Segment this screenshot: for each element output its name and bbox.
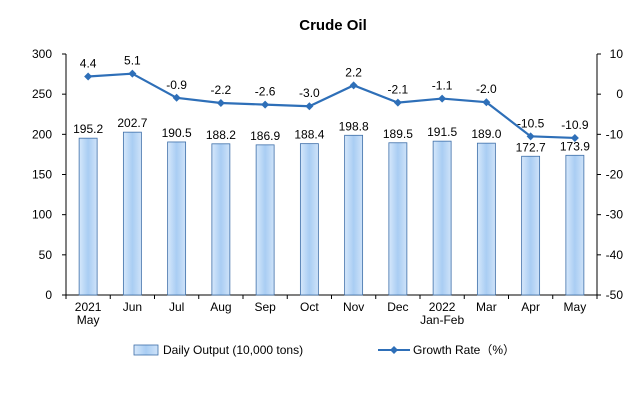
right-tick-label: -20 bbox=[606, 168, 624, 182]
line-value-label: -2.6 bbox=[255, 85, 276, 99]
bar bbox=[255, 144, 275, 296]
x-tick-label: Aug bbox=[210, 300, 231, 314]
right-tick-label: -10 bbox=[606, 127, 624, 141]
bar-value-label: 189.5 bbox=[383, 127, 413, 141]
x-tick-label: May bbox=[77, 313, 100, 327]
right-tick-label: 0 bbox=[616, 87, 623, 101]
bar-value-label: 186.9 bbox=[250, 129, 280, 143]
x-tick-label: Sep bbox=[254, 300, 276, 314]
line-value-label: 5.1 bbox=[124, 54, 141, 68]
line-point-marker bbox=[349, 81, 358, 90]
growth-rate-line bbox=[88, 72, 575, 140]
x-tick-label: 2021 bbox=[75, 300, 102, 314]
line-point-marker bbox=[570, 133, 579, 142]
x-tick-label: Jul bbox=[169, 300, 184, 314]
bar bbox=[565, 154, 585, 296]
x-tick-label: 2022 bbox=[429, 300, 456, 314]
line-value-label: -2.1 bbox=[388, 83, 409, 97]
left-tick-label: 200 bbox=[32, 127, 52, 141]
x-tick-label: Apr bbox=[521, 300, 540, 314]
x-tick-label: Jun bbox=[123, 300, 142, 314]
right-tick-label: -50 bbox=[606, 288, 624, 302]
bar bbox=[78, 137, 98, 296]
line-point-marker bbox=[305, 102, 314, 111]
bar-value-label: 191.5 bbox=[427, 125, 457, 139]
line-point-marker bbox=[393, 98, 402, 107]
left-tick-label: 250 bbox=[32, 87, 52, 101]
line-point-marker bbox=[128, 69, 137, 78]
chart-title: Crude Oil bbox=[299, 17, 367, 34]
line-point-marker bbox=[172, 93, 181, 102]
bar-value-label: 188.4 bbox=[294, 128, 324, 142]
legend: Daily Output (10,000 tons) Growth Rate（%） bbox=[133, 343, 515, 357]
bar bbox=[432, 140, 452, 296]
line-value-label: -0.9 bbox=[166, 78, 187, 92]
bar-value-label: 172.7 bbox=[516, 140, 546, 154]
bar bbox=[344, 134, 364, 296]
right-y-axis: -50 -40 -30 -20 -10 0 10 bbox=[596, 47, 624, 302]
line-series: 4.4 5.1 -0.9 -2.2 -2.6 -3.0 2.2 -2.1 -1.1 -2.0 -10… bbox=[80, 54, 589, 142]
right-tick-label: 10 bbox=[610, 47, 624, 61]
x-tick-label: Nov bbox=[343, 300, 364, 314]
bar-value-label: 202.7 bbox=[117, 116, 147, 130]
line-value-label: -10.9 bbox=[561, 118, 589, 132]
bar-value-label: 188.2 bbox=[206, 128, 236, 142]
line-value-label: 4.4 bbox=[80, 56, 97, 70]
x-tick-label: Oct bbox=[300, 300, 319, 314]
bar-value-label: 189.0 bbox=[471, 127, 501, 141]
legend-line-label: Growth Rate（%） bbox=[413, 343, 515, 357]
line-value-label: -1.1 bbox=[432, 79, 453, 93]
x-tick-label: Mar bbox=[476, 300, 497, 314]
right-tick-label: -30 bbox=[606, 208, 624, 222]
line-value-label: -3.0 bbox=[299, 86, 320, 100]
line-point-marker bbox=[482, 98, 491, 107]
legend-line-marker bbox=[390, 346, 398, 354]
bar bbox=[476, 142, 496, 296]
x-tick-label: May bbox=[564, 300, 587, 314]
left-tick-label: 0 bbox=[45, 288, 52, 302]
bar-value-label: 190.5 bbox=[162, 126, 192, 140]
line-point-marker bbox=[261, 100, 270, 109]
right-tick-label: -40 bbox=[606, 248, 624, 262]
legend-bar-label: Daily Output (10,000 tons) bbox=[163, 343, 303, 357]
bar bbox=[167, 141, 187, 296]
left-tick-label: 300 bbox=[32, 47, 52, 61]
line-point-marker bbox=[84, 72, 93, 81]
bar bbox=[299, 143, 319, 296]
line-point-marker bbox=[526, 132, 535, 141]
bar-value-label: 195.2 bbox=[73, 122, 103, 136]
bar-value-label: 173.9 bbox=[560, 139, 590, 153]
line-point-marker bbox=[216, 99, 225, 108]
left-tick-label: 50 bbox=[39, 248, 53, 262]
bar bbox=[122, 131, 142, 296]
line-value-label: -2.0 bbox=[476, 82, 497, 96]
x-tick-label: Dec bbox=[387, 300, 408, 314]
line-value-label: 2.2 bbox=[345, 65, 362, 79]
bar bbox=[388, 142, 408, 296]
x-tick-label: Jan-Feb bbox=[420, 313, 464, 327]
left-tick-label: 150 bbox=[32, 168, 52, 182]
line-value-label: -10.5 bbox=[517, 116, 545, 130]
left-y-axis: 0 50 100 150 200 250 300 bbox=[32, 47, 67, 302]
bar bbox=[521, 155, 541, 296]
bar-series: 195.2 202.7 190.5 188.2 186.9 188.4 198.8 189.5… bbox=[73, 116, 590, 296]
left-tick-label: 100 bbox=[32, 208, 52, 222]
bar-value-label: 198.8 bbox=[339, 119, 369, 133]
bar bbox=[211, 143, 231, 296]
line-point-marker bbox=[438, 94, 447, 103]
legend-bar-swatch bbox=[133, 344, 159, 356]
line-value-label: -2.2 bbox=[211, 83, 232, 97]
